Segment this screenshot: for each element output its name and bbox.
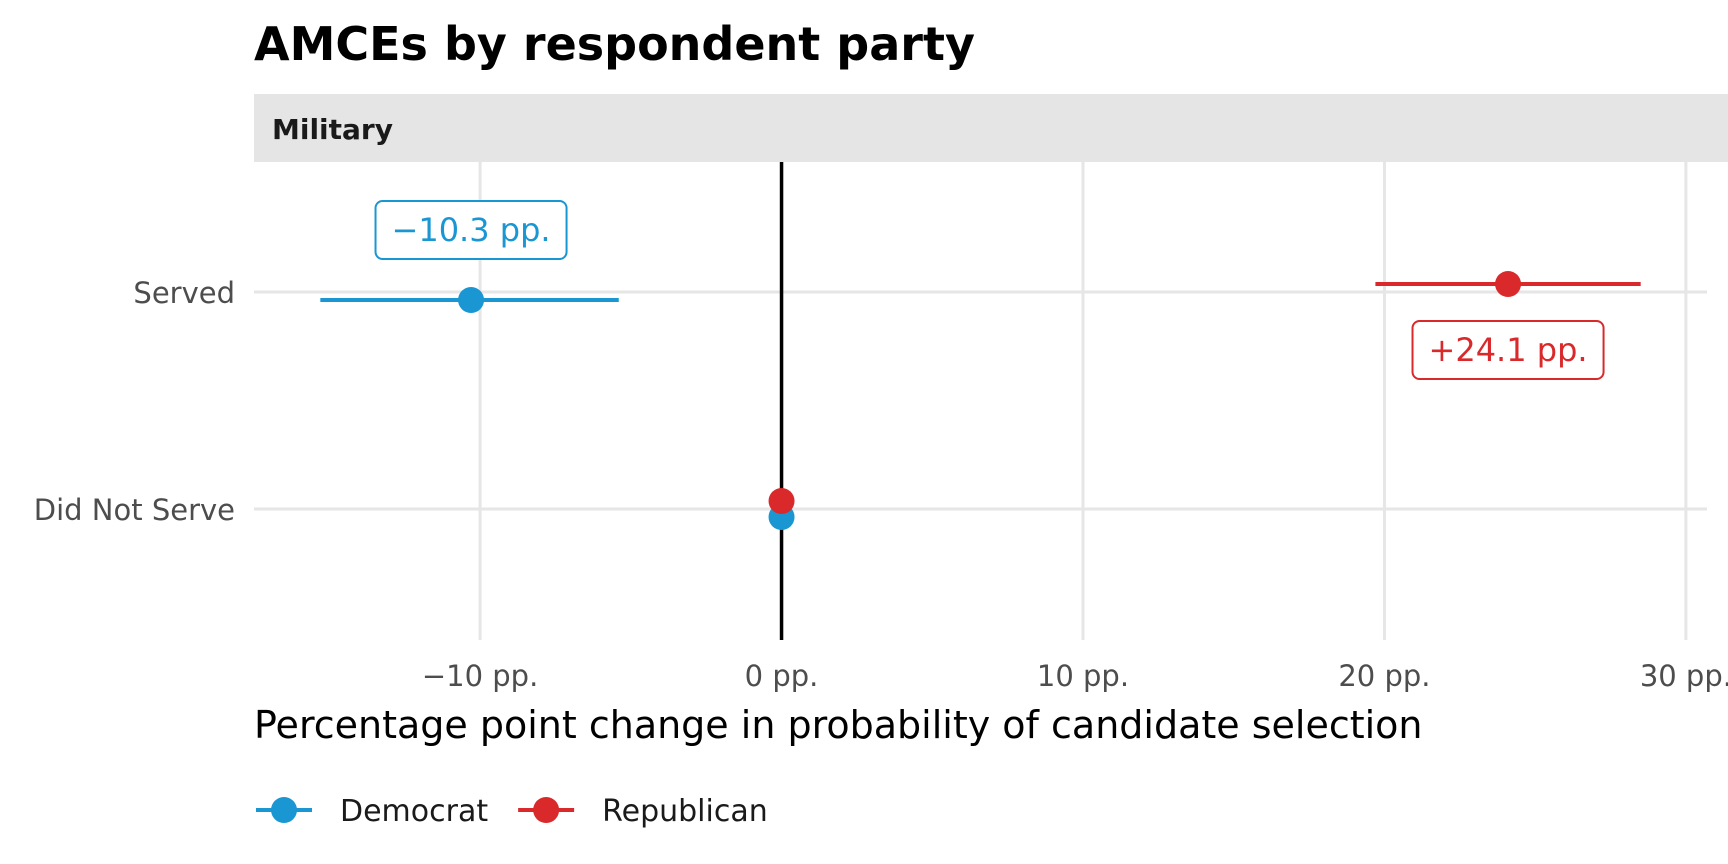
- estimate-label: +24.1 pp.: [1429, 331, 1588, 369]
- x-tick-label: 10 pp.: [1037, 659, 1129, 693]
- labels-layer: −10 pp. 0 pp. 10 pp. 20 pp. 30 pp. Served Did …: [34, 200, 1728, 693]
- x-tick-label: 0 pp.: [745, 659, 819, 693]
- x-tick-label: 20 pp.: [1338, 659, 1430, 693]
- legend: Democrat Republican: [256, 794, 768, 829]
- chart-title: AMCEs by respondent party: [254, 17, 975, 71]
- y-tick-label: Served: [133, 276, 235, 310]
- legend-label: Republican: [602, 794, 768, 829]
- facet-strip-label: Military: [272, 113, 393, 146]
- estimate-label-box: [374, 200, 568, 260]
- legend-label: Democrat: [340, 794, 488, 829]
- facet-strip: [254, 94, 1728, 162]
- y-tick-label: Did Not Serve: [34, 493, 235, 527]
- estimate-point: [458, 287, 485, 313]
- legend-key-point: [271, 797, 297, 823]
- estimate-label-box: [1411, 320, 1605, 380]
- x-tick-label: −10 pp.: [422, 659, 538, 693]
- estimate-label: −10.3 pp.: [392, 211, 551, 249]
- x-axis-title: Percentage point change in probability o…: [254, 703, 1423, 747]
- marks-layer: [320, 162, 1641, 640]
- x-tick-label: 30 pp.: [1640, 659, 1728, 693]
- legend-key-point: [533, 797, 560, 823]
- estimate-point: [1495, 271, 1522, 297]
- estimate-point: [768, 488, 795, 514]
